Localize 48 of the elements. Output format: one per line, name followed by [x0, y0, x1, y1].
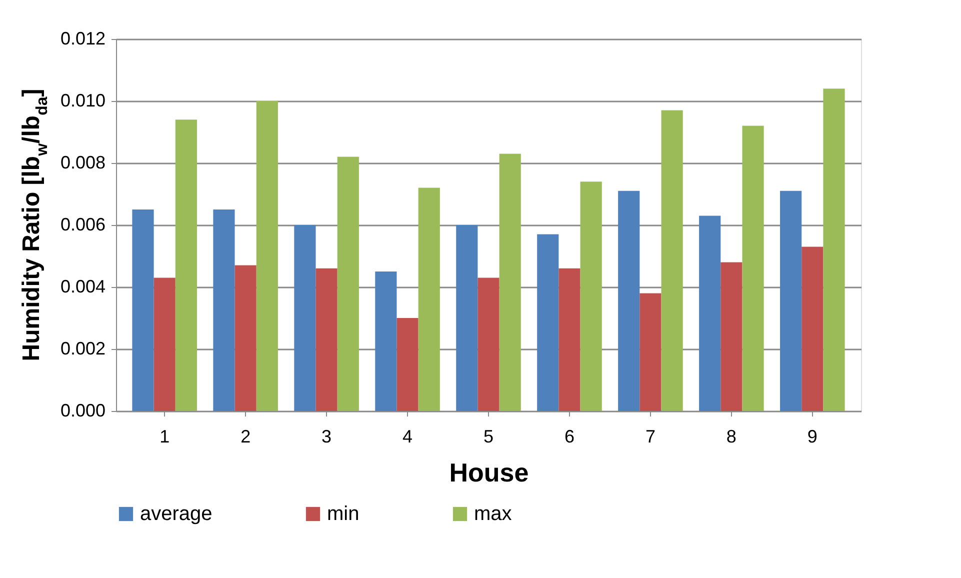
bar — [823, 88, 845, 411]
x-tick-label: 3 — [322, 426, 332, 446]
bar — [499, 154, 521, 411]
bar — [478, 278, 500, 411]
legend-label: min — [327, 503, 360, 525]
x-tick-label: 2 — [240, 426, 251, 446]
bar — [234, 265, 256, 411]
bar — [537, 234, 559, 411]
y-tick-label: 0.002 — [60, 338, 106, 358]
x-tick-label: 9 — [807, 426, 818, 446]
x-axis-title: House — [449, 458, 529, 488]
x-tick-label: 4 — [402, 426, 413, 446]
bar — [375, 272, 397, 411]
x-tick-label: 1 — [160, 426, 170, 446]
legend-label: max — [474, 503, 512, 525]
bar — [640, 293, 662, 411]
bar — [558, 268, 580, 411]
y-tick-label: 0.004 — [60, 276, 106, 296]
bar — [316, 268, 338, 411]
x-tick-label: 7 — [645, 426, 656, 446]
bar — [418, 188, 440, 411]
bar — [213, 210, 235, 411]
bar — [699, 216, 721, 411]
y-axis-title: Humidity Ratio [lbw/lbda] — [18, 88, 51, 362]
y-tick-label: 0.000 — [60, 400, 106, 420]
bar — [720, 262, 742, 411]
bar — [618, 190, 640, 411]
bar — [580, 182, 602, 411]
bar — [396, 318, 418, 411]
x-tick-label: 6 — [564, 426, 574, 446]
y-tick-label: 0.008 — [60, 152, 106, 172]
x-tick-label: 5 — [483, 426, 494, 446]
bar — [661, 110, 683, 411]
bar — [175, 120, 197, 411]
bar — [294, 225, 316, 411]
y-tick-label: 0.010 — [60, 90, 106, 110]
bar — [780, 190, 802, 411]
bar — [456, 225, 478, 411]
x-tick-label: 8 — [726, 426, 736, 446]
legend-label: average — [140, 503, 212, 525]
bar — [132, 210, 154, 411]
bar — [256, 101, 278, 411]
y-tick-label: 0.006 — [60, 214, 106, 234]
bar — [802, 246, 824, 411]
y-tick-label: 0.012 — [60, 28, 106, 48]
bar — [742, 126, 764, 411]
bar — [337, 156, 359, 411]
bar — [154, 278, 176, 411]
